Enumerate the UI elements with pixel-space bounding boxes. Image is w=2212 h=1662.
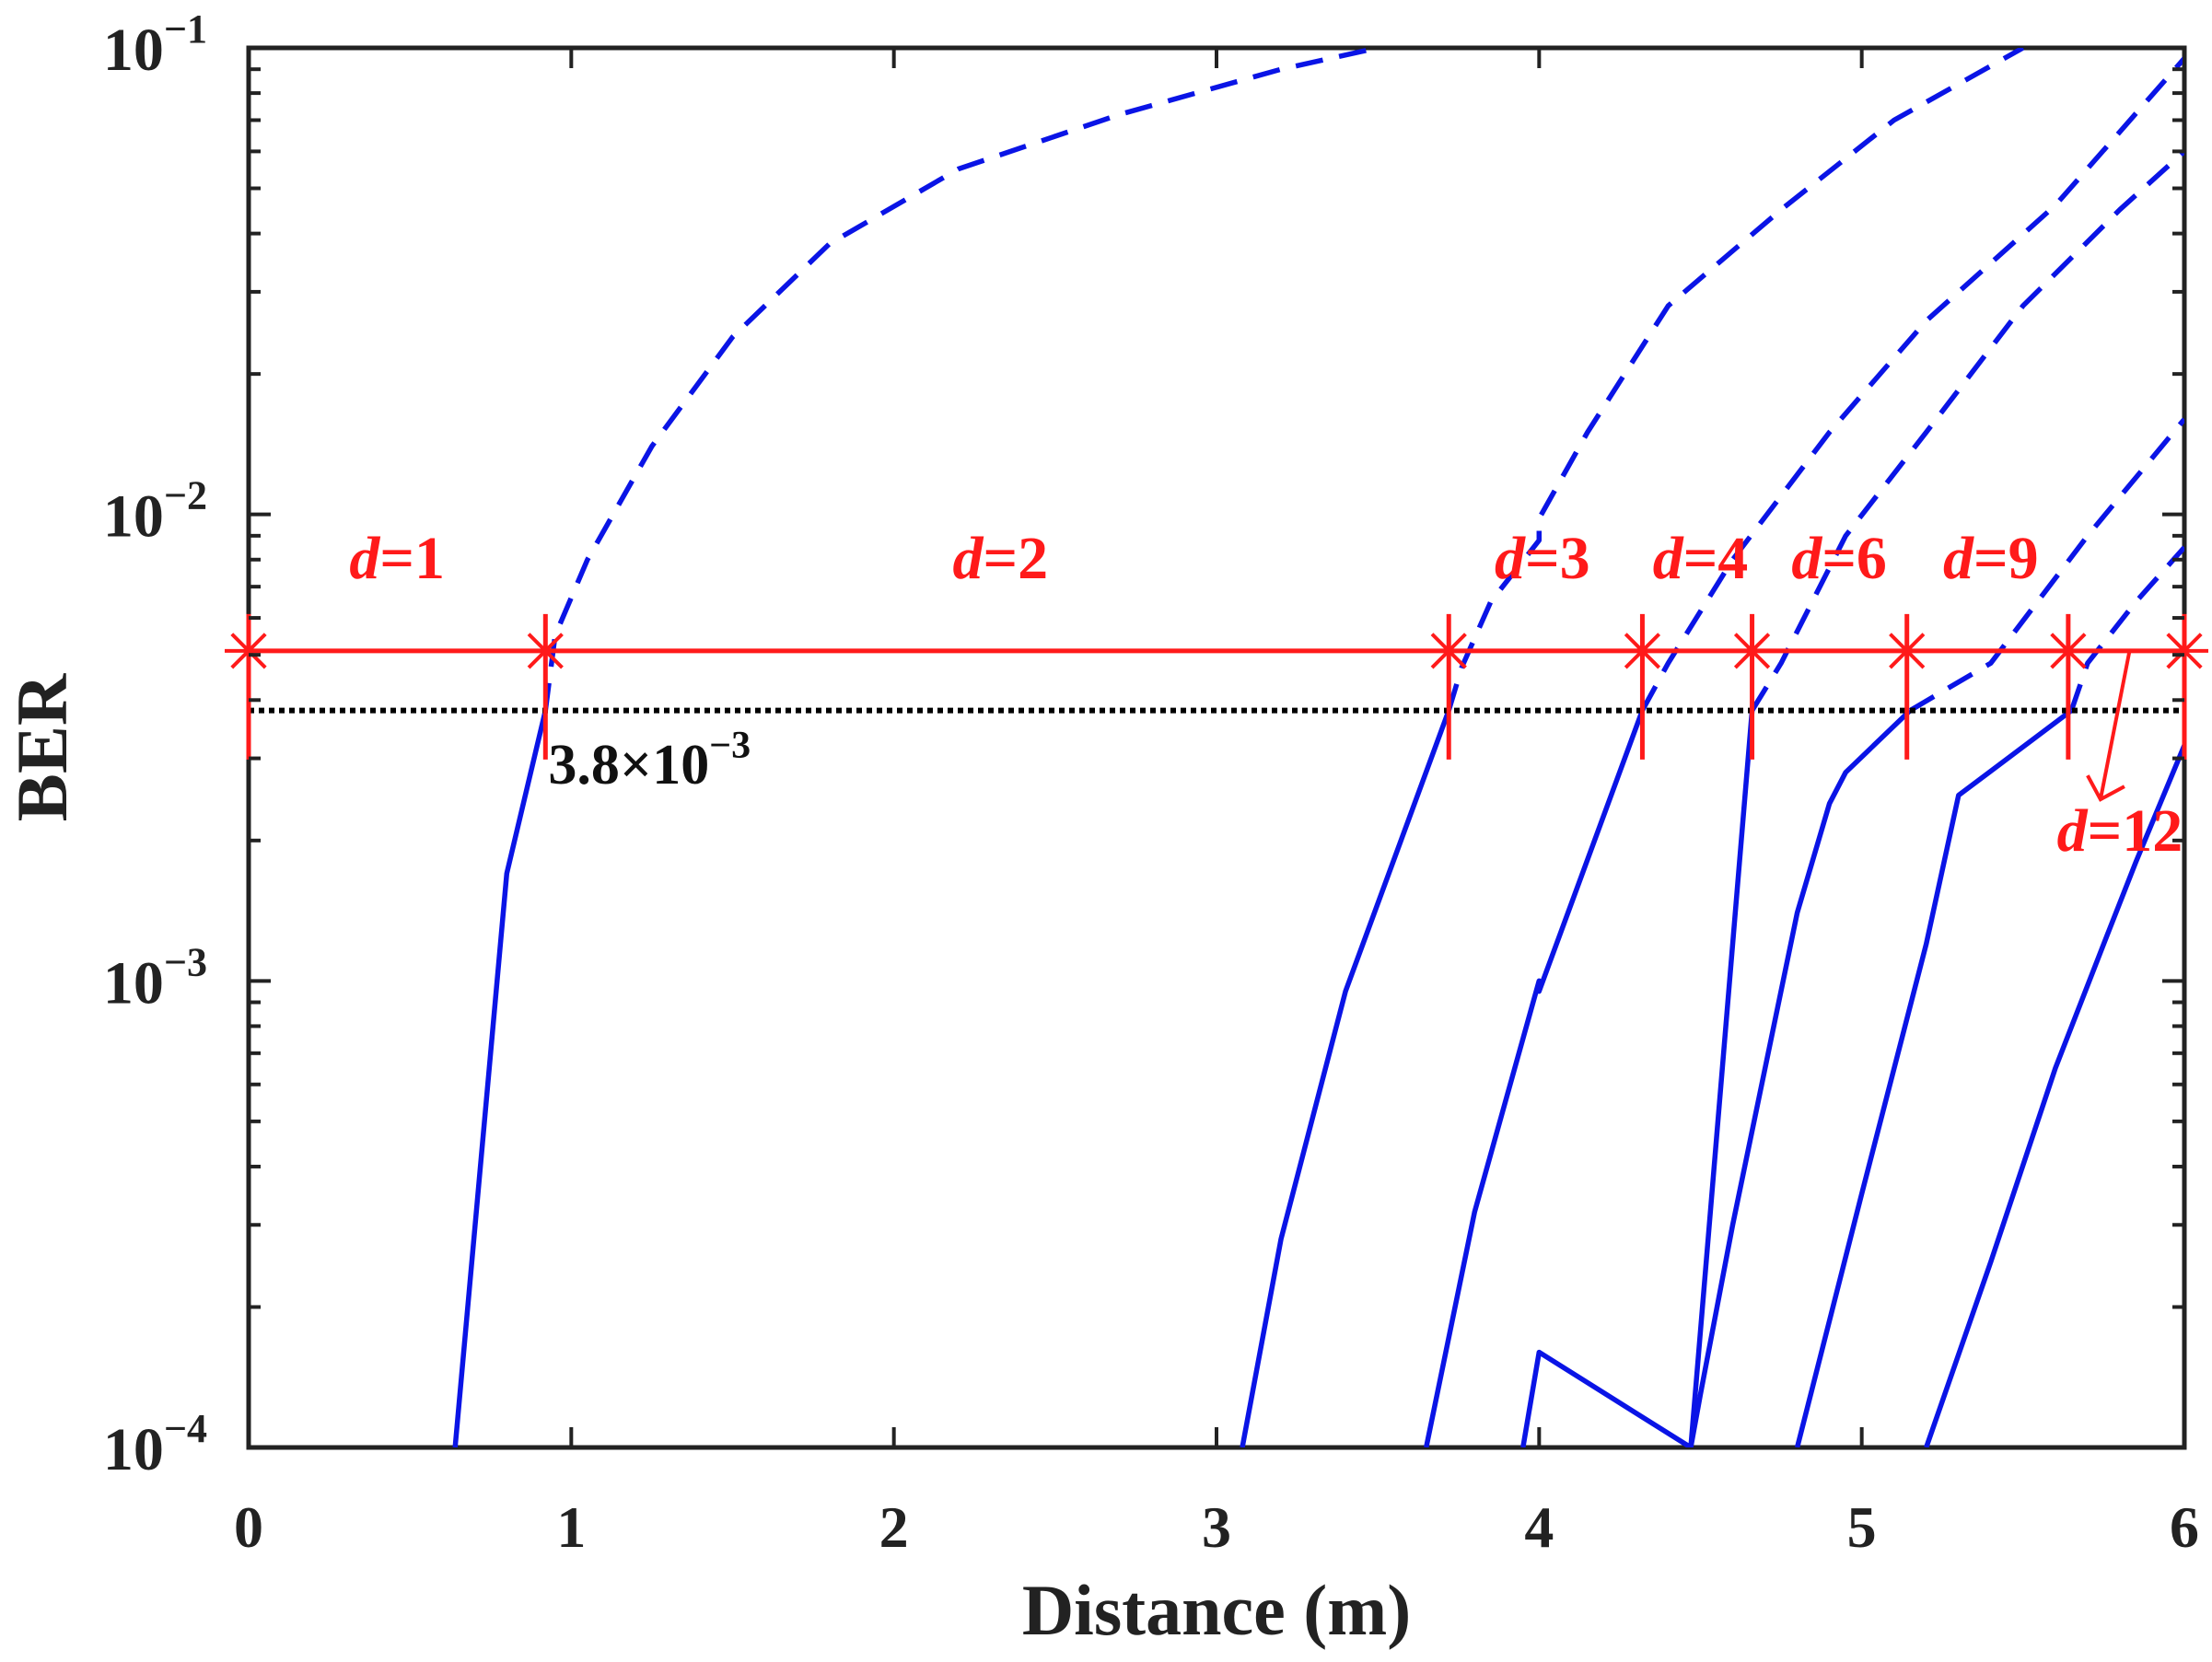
x-tick-label: 0 bbox=[234, 1494, 263, 1560]
segment-label: d=2 bbox=[952, 525, 1048, 592]
segment-star bbox=[230, 633, 267, 669]
x-tick-label: 4 bbox=[1524, 1494, 1554, 1560]
ber-curve-solid bbox=[1924, 744, 2184, 1447]
segment-label: d=4 bbox=[1653, 525, 1749, 592]
segment-star bbox=[1430, 633, 1467, 669]
ber-curve-solid bbox=[1424, 709, 1645, 1447]
x-tick-label: 1 bbox=[556, 1494, 586, 1560]
segment-star bbox=[1889, 633, 1926, 669]
x-tick-label: 5 bbox=[1847, 1494, 1877, 1560]
x-tick-label: 2 bbox=[879, 1494, 909, 1560]
y-tick-label: 10−3 bbox=[103, 939, 207, 1017]
x-tick-label: 3 bbox=[1202, 1494, 1231, 1560]
plot-area: 3.8×10−3 d=1 d=2 d=3 d=4 d=6 d=9 d=12 bbox=[225, 45, 2208, 1450]
segment-star bbox=[1733, 633, 1771, 669]
y-axis-label: BER bbox=[2, 672, 82, 821]
ber-curve-dashed bbox=[1908, 417, 2184, 713]
ber-curve-solid bbox=[1240, 709, 1451, 1447]
y-tick-label: 10−2 bbox=[103, 473, 207, 551]
threshold-label: 3.8×10−3 bbox=[548, 725, 751, 796]
x-tick-label: 6 bbox=[2170, 1494, 2199, 1560]
ber-curve-dashed bbox=[1750, 149, 2184, 713]
ber-curve-dashed bbox=[1446, 48, 2025, 712]
x-axis-label: Distance (m) bbox=[1022, 1570, 1411, 1650]
ber-curve-solid bbox=[1520, 710, 1755, 1447]
segment-annotations: d=1 d=2 d=3 d=4 d=6 d=9 d=12 bbox=[225, 525, 2208, 865]
segment-star bbox=[527, 633, 564, 669]
ber-curve-solid bbox=[1688, 708, 1913, 1447]
segment-label: d=6 bbox=[1791, 525, 1887, 592]
ber-curve-dashed bbox=[542, 48, 1379, 711]
ber-curve-dashed bbox=[2068, 545, 2184, 712]
y-tick-label: 10−4 bbox=[103, 1406, 207, 1483]
ber-curve-solid bbox=[1794, 708, 2074, 1447]
segment-label: d=9 bbox=[1943, 525, 2039, 592]
segment-label: d=3 bbox=[1495, 525, 1590, 592]
segment-arrow-head bbox=[2086, 774, 2125, 802]
y-tick-label: 10−1 bbox=[103, 6, 207, 84]
ber-curve-solid bbox=[452, 709, 548, 1447]
ber-curve-dashed bbox=[1639, 56, 2184, 712]
segment-star bbox=[2166, 633, 2203, 669]
segment-arrow bbox=[2098, 650, 2132, 800]
axes: 0 1 2 3 4 5 6 10−4 10−3 10−2 10−1 bbox=[103, 6, 2199, 1560]
segment-star bbox=[2050, 633, 2087, 669]
segment-label: d=1 bbox=[349, 525, 445, 592]
segment-star bbox=[1624, 633, 1661, 669]
segment-label: d=12 bbox=[2057, 797, 2183, 865]
threshold-line-group: 3.8×10−3 bbox=[249, 707, 2184, 796]
ber-curves bbox=[452, 48, 2184, 1447]
